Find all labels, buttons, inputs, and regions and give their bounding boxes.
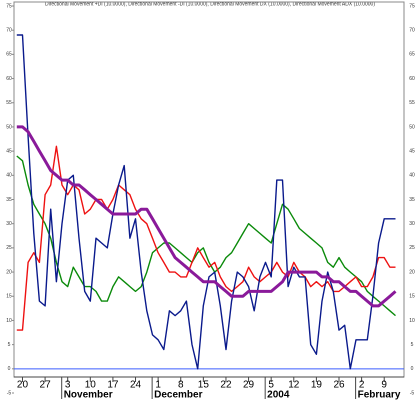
y-tick-label-right: 15 (409, 294, 415, 300)
x-tick-label: 20 (17, 380, 29, 391)
x-tick-label: 29 (243, 380, 255, 391)
x-tick-label: 19 (311, 380, 323, 391)
series-line (16, 145, 396, 331)
y-tick-label: 20 (6, 269, 12, 275)
x-tick-label: 17 (107, 380, 119, 391)
x-tick-label: 10 (85, 380, 97, 391)
y-tick-label: 65 (6, 52, 12, 58)
series-line (16, 34, 396, 370)
y-tick-label: 50 (6, 124, 12, 130)
y-tick-label-right: 45 (409, 148, 415, 154)
y-tick-label-right: 55 (409, 100, 415, 106)
y-tick-label: 5 (8, 342, 11, 348)
y-tick-label-right: 75 (409, 3, 415, 9)
period-label: November (64, 390, 113, 400)
x-tick-label: 9 (381, 380, 387, 391)
plot-frame (13, 1, 405, 378)
y-tick-label: 70 (6, 28, 12, 34)
y-tick-label: 15 (6, 294, 12, 300)
y-tick-label-right: 60 (409, 76, 415, 82)
x-tick-label: 12 (288, 380, 300, 391)
series-line (16, 155, 396, 317)
x-tick-label: 24 (130, 380, 142, 391)
y-tick-label-right: 25 (409, 245, 415, 251)
x-tick-label: 5 (268, 380, 274, 391)
y-tick-label: 55 (6, 100, 12, 106)
y-tick-label-right: 20 (409, 269, 415, 275)
y-tick-label: 30 (6, 221, 12, 227)
y-tick-label-right: 40 (409, 173, 415, 179)
x-tick-label: 2 (359, 380, 365, 391)
x-tick-label: 8 (178, 380, 184, 391)
y-tick-label-right: 70 (409, 28, 415, 34)
x-tick-label: 1 (155, 380, 161, 391)
x-tick-label: 15 (198, 380, 210, 391)
period-label: December (154, 390, 202, 400)
y-tick-label-right: 65 (409, 52, 415, 58)
y-tick-label-right: -5 (410, 390, 415, 396)
y-tick-label: 40 (6, 173, 12, 179)
y-tick-label: 10 (6, 318, 12, 324)
y-tick-label-right: 50 (409, 124, 415, 130)
y-tick-label: 60 (6, 76, 12, 82)
y-tick-label-right: 5 (411, 342, 414, 348)
y-tick-label: -5 (7, 390, 12, 396)
x-tick-label: 22 (220, 380, 232, 391)
y-tick-label: 0 (8, 366, 11, 372)
series-line (16, 125, 397, 308)
y-tick-label: 75 (6, 3, 12, 9)
x-tick-label: 27 (40, 380, 52, 391)
y-tick-label-right: 10 (409, 318, 415, 324)
y-tick-label-right: 0 (411, 366, 414, 372)
period-label: February (358, 390, 401, 400)
y-tick-label: 25 (6, 245, 12, 251)
y-tick-label: 35 (6, 197, 12, 203)
y-tick-label: 45 (6, 148, 12, 154)
x-tick-label: 26 (333, 380, 345, 391)
x-tick-label: 3 (65, 380, 71, 391)
y-tick-label-right: 35 (409, 197, 415, 203)
chart-title: Directional Movement +DI (10.0000), Dire… (45, 1, 375, 7)
y-tick-label-right: 30 (409, 221, 415, 227)
period-label: 2004 (267, 390, 290, 400)
